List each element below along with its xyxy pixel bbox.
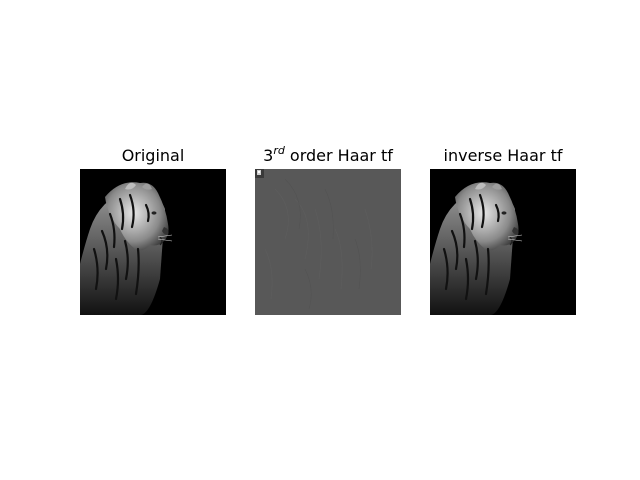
tiger-image-reconstructed xyxy=(430,169,576,315)
panel-title-inverse: inverse Haar tf xyxy=(443,146,563,165)
tiger-image-original xyxy=(80,169,226,315)
panel-title-original: Original xyxy=(121,146,185,165)
panel-title-haar: 3rd order Haar tf xyxy=(263,143,393,165)
haar-transform-image xyxy=(255,169,401,315)
